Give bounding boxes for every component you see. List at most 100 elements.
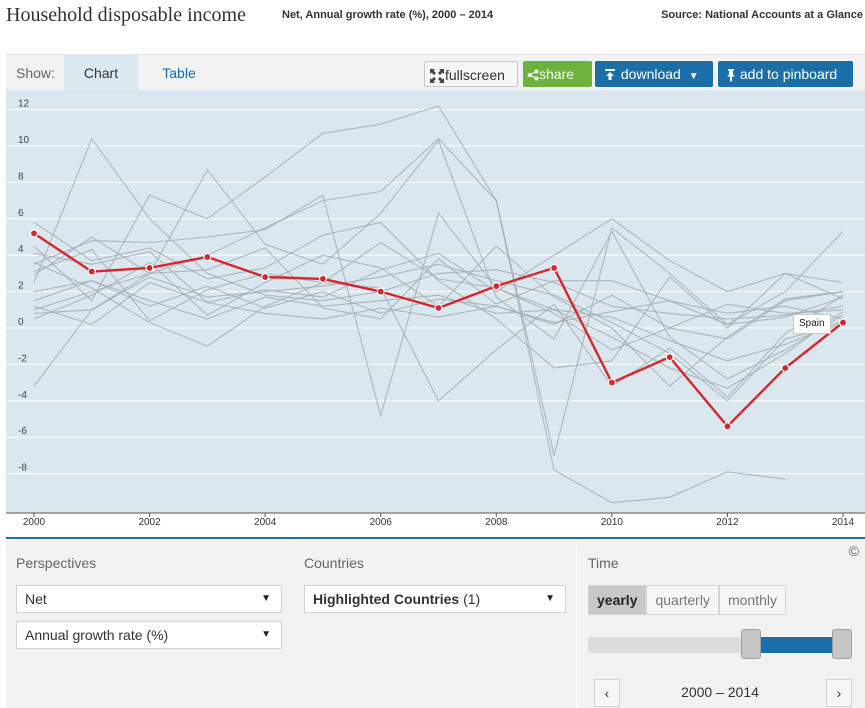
country-series-line (33, 139, 844, 380)
frequency-monthly-button[interactable]: monthly (718, 585, 786, 615)
country-series-line (33, 281, 844, 326)
data-point-spain (261, 272, 270, 282)
copyright-icon: © (848, 543, 859, 559)
country-series-line (33, 261, 844, 402)
country-series-line (33, 137, 844, 456)
pinboard-label: add to pinboard (739, 66, 838, 82)
chart-toolbar: Show: Chart Table fullscreen share downl… (6, 54, 865, 91)
download-icon (603, 66, 617, 82)
chevron-right-icon: › (836, 685, 842, 701)
page-title: Household disposable income (6, 4, 246, 26)
data-point-spain (318, 274, 328, 283)
time-range-selection (751, 637, 840, 653)
range-start-handle[interactable] (741, 629, 761, 659)
countries-value: Highlighted Countries (313, 591, 460, 607)
data-point-spain (434, 303, 443, 313)
country-series-line (33, 194, 844, 418)
x-tick-label: 2002 (138, 517, 161, 528)
caret-down-icon: ▼ (545, 593, 555, 604)
x-tick-label: 2006 (370, 517, 393, 528)
caret-down-icon: ▼ (261, 593, 271, 604)
line-chart: -8 -6 -4 -2 0 2 4 6 8 10 12 2000 2002 2004 2006 2008 201… (6, 90, 865, 528)
data-point-spain (492, 282, 501, 291)
y-tick-label: 10 (18, 135, 30, 146)
time-frequency-toggle: yearly quarterly monthly (588, 585, 786, 615)
x-tick-label: 2012 (716, 517, 739, 528)
chevron-left-icon: ‹ (604, 685, 610, 701)
data-point-spain (781, 363, 790, 373)
countries-label: Countries (304, 555, 364, 571)
country-series-line (33, 263, 844, 402)
data-point-spain (838, 318, 848, 327)
tab-table[interactable]: Table (162, 65, 196, 81)
y-tick-label: -6 (18, 426, 27, 437)
x-tick-label: 2000 (23, 517, 46, 528)
data-point-spain (549, 263, 559, 273)
chart-subtitle: Net, Annual growth rate (%), 2000 – 2014 (282, 9, 494, 21)
download-button[interactable]: download ▼ (595, 61, 713, 87)
y-tick-label: -8 (18, 463, 27, 474)
perspective-measure-value: Annual growth rate (%) (25, 627, 169, 643)
plot-background (6, 90, 865, 513)
fullscreen-button[interactable]: fullscreen (424, 61, 518, 87)
y-tick-label: 4 (18, 244, 24, 255)
y-tick-label: 6 (18, 208, 24, 219)
frequency-yearly-button[interactable]: yearly (588, 585, 647, 615)
perspectives-label: Perspectives (16, 555, 97, 571)
data-point-spain (723, 422, 732, 431)
time-range-slider[interactable] (588, 629, 852, 659)
data-point-spain (607, 378, 616, 387)
share-button[interactable]: share (523, 61, 592, 87)
country-series-line (33, 221, 844, 369)
countries-select[interactable]: Highlighted Countries (1) ▼ (304, 585, 566, 613)
x-tick-label: 2008 (485, 517, 508, 528)
country-series-line (33, 280, 844, 329)
pin-icon (726, 66, 736, 83)
download-label: download (620, 66, 681, 82)
fullscreen-label: fullscreen (445, 67, 505, 83)
column-divider (291, 539, 292, 708)
data-point-spain (665, 353, 674, 362)
x-tick-label: 2014 (832, 517, 855, 528)
time-label: Time (588, 555, 619, 571)
y-tick-label: -4 (18, 390, 27, 401)
add-to-pinboard-button[interactable]: add to pinboard (718, 61, 853, 87)
header: Household disposable income Net, Annual … (0, 0, 865, 32)
perspective-net-value: Net (25, 591, 47, 607)
countries-count: (1) (463, 591, 481, 607)
caret-down-icon: ▼ (688, 71, 699, 82)
column-divider (576, 539, 577, 708)
y-tick-label: 12 (18, 99, 30, 110)
country-series-line (33, 105, 786, 504)
y-tick-label: 0 (18, 317, 24, 328)
country-series-line (33, 236, 844, 325)
perspective-net-select[interactable]: Net ▼ (16, 585, 282, 613)
range-end-handle[interactable] (832, 629, 852, 659)
range-next-button[interactable]: › (826, 679, 852, 707)
share-label: share (539, 66, 575, 82)
tab-chart[interactable]: Chart (64, 55, 138, 91)
show-label: Show: (16, 65, 55, 81)
x-tick-label: 2010 (601, 517, 624, 528)
perspective-measure-select[interactable]: Annual growth rate (%) ▼ (16, 621, 282, 649)
time-range-text: 2000 – 2014 (681, 684, 759, 700)
caret-down-icon: ▼ (261, 629, 271, 640)
series-tooltip-spain: Spain (793, 314, 831, 334)
data-point-spain (203, 252, 212, 262)
data-point-spain (376, 287, 385, 296)
data-point-spain (145, 263, 154, 273)
x-tick-label: 2004 (254, 517, 277, 528)
data-point-spain (87, 267, 96, 276)
country-series-line (33, 218, 844, 304)
controls-panel: Perspectives Net ▼ Annual growth rate (%… (6, 537, 865, 708)
fullscreen-icon (429, 67, 445, 84)
range-prev-button[interactable]: ‹ (594, 679, 620, 707)
source-note: Source: National Accounts at a Glance (661, 9, 863, 21)
y-tick-label: -2 (18, 353, 27, 364)
chart-area: -8 -6 -4 -2 0 2 4 6 8 10 12 2000 2002 2004 2006 2008 201… (6, 90, 865, 535)
data-point-spain (29, 229, 39, 238)
frequency-quarterly-button[interactable]: quarterly (646, 585, 719, 615)
y-tick-label: 8 (18, 171, 24, 182)
share-icon (527, 66, 539, 82)
